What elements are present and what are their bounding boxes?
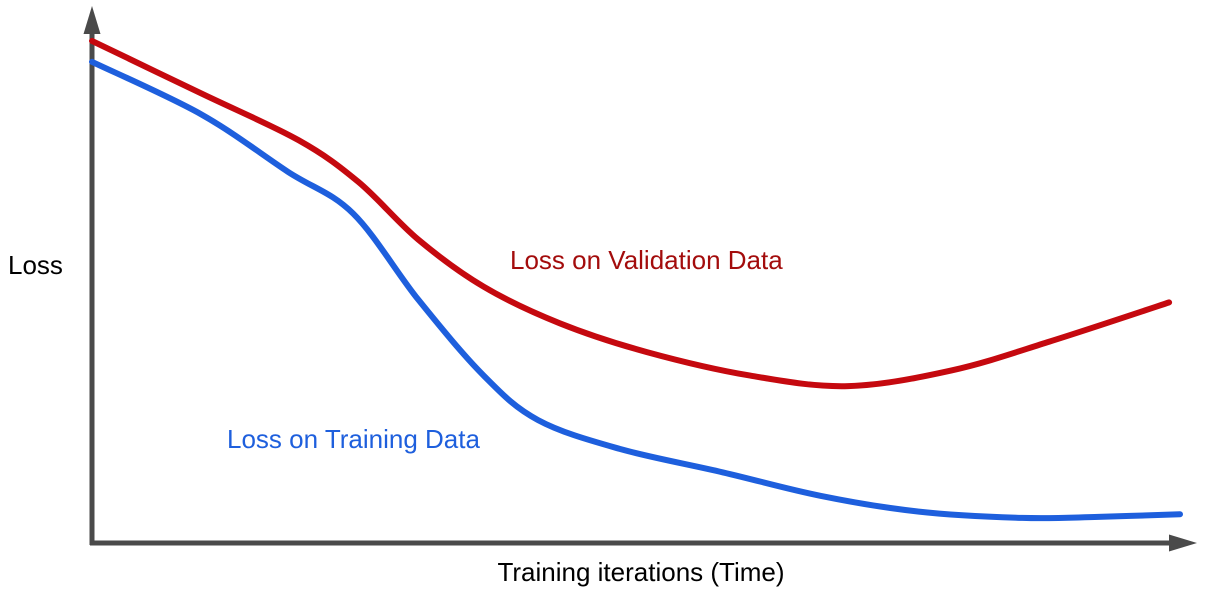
training-loss-curve — [89, 58, 1183, 522]
x-axis-arrow-icon — [1169, 534, 1197, 552]
validation-series-label: Loss on Validation Data — [510, 245, 783, 275]
y-axis-arrow-icon — [83, 6, 101, 34]
validation-loss-curve — [89, 37, 1173, 390]
x-axis — [90, 534, 1197, 552]
y-axis — [83, 6, 101, 545]
training-series-label: Loss on Training Data — [227, 424, 480, 454]
y-axis-label: Loss — [8, 250, 63, 280]
x-axis-label: Training iterations (Time) — [497, 557, 785, 587]
